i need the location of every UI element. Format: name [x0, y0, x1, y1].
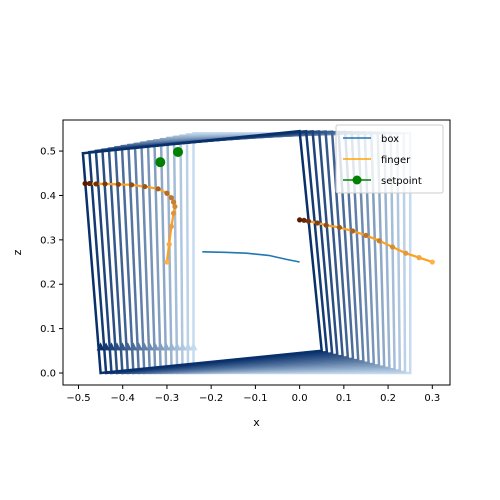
finger-point-2-8: [323, 222, 329, 228]
x-tick-label-7: 0.2: [380, 393, 396, 404]
y-tick-label-0: 0.0: [40, 369, 56, 380]
x-tick-label-0: −0.5: [66, 393, 90, 404]
finger-point-2-1: [416, 255, 422, 261]
box-frame-marker-6: [156, 342, 165, 351]
finger-line-1: [85, 182, 176, 263]
x-tick-label-4: −0.1: [243, 393, 267, 404]
finger-point-2-12: [297, 217, 303, 223]
y-tick-label-5: 0.5: [40, 147, 56, 158]
finger-point-2-11: [301, 217, 307, 223]
finger-point-2-4: [376, 238, 382, 244]
box-frame-marker-4: [167, 342, 176, 351]
finger-point-1-15: [82, 180, 88, 187]
box-frame-marker-13: [118, 342, 127, 351]
x-tick-label-5: 0.0: [292, 393, 308, 404]
box-frame-marker-5: [162, 342, 171, 351]
box-frame-marker-7: [151, 342, 160, 351]
finger-point-1-6: [168, 195, 174, 201]
x-axis: −0.5 −0.4 −0.3 −0.2 −0.1 0.0 0.1 0.2 0.3: [66, 385, 440, 404]
legend-box-label: box: [381, 134, 399, 145]
x-tick-label-8: 0.3: [424, 393, 440, 404]
legend-setpoint-marker: [352, 175, 362, 185]
finger-point-1-5: [170, 199, 177, 205]
finger-point-1-1: [166, 241, 172, 247]
finger-point-1-11: [115, 181, 121, 187]
finger-point-1-14: [86, 180, 93, 187]
box-frame-marker-2: [178, 342, 187, 351]
finger-point-1-0: [164, 259, 170, 265]
box-frame-marker-1: [184, 342, 193, 351]
box-frame-marker-16: [102, 342, 111, 351]
finger-point-2-6: [350, 228, 356, 234]
y-axis-label: z: [11, 249, 24, 255]
x-tick-label-2: −0.3: [155, 393, 179, 404]
finger-point-1-12: [102, 181, 108, 187]
box-frame-16: [88, 129, 329, 375]
finger-point-1-10: [128, 182, 135, 188]
box-frame-13: [107, 130, 344, 375]
box-frame-marker-3: [173, 342, 182, 351]
setpoint-point-0: [155, 157, 166, 168]
finger-point-1-4: [172, 203, 178, 210]
box-frame-15: [94, 130, 334, 375]
finger-point-1-3: [170, 210, 177, 216]
legend: box finger setpoint: [335, 124, 444, 194]
box-frame-17: [81, 129, 324, 375]
finger-point-2-5: [363, 232, 369, 239]
x-axis-label: x: [253, 416, 260, 429]
finger-point-1-7: [164, 190, 170, 196]
legend-frame: [335, 124, 444, 194]
y-tick-label-4: 0.4: [40, 191, 56, 202]
finger-point-1-8: [155, 186, 161, 192]
finger-point-2-9: [314, 220, 320, 226]
finger-point-1-13: [93, 181, 99, 187]
box-frame-marker-15: [107, 342, 116, 351]
box-frame-marker-10: [134, 342, 143, 351]
legend-finger-label: finger: [381, 155, 411, 166]
finger-point-2-10: [305, 218, 312, 224]
finger-point-2-2: [403, 250, 409, 256]
box-frame-marker-11: [129, 342, 138, 351]
x-tick-label-6: 0.1: [336, 393, 352, 404]
y-tick-label-2: 0.2: [40, 280, 56, 291]
plot-frame: [62, 119, 451, 386]
box-frame-14: [101, 130, 339, 375]
box-frame-12: [114, 130, 350, 375]
y-tick-label-1: 0.1: [40, 324, 56, 335]
y-tick-label-3: 0.3: [40, 235, 56, 246]
y-axis: 0.0 0.1 0.2 0.3 0.4 0.5: [40, 147, 63, 380]
finger-point-1-2: [168, 223, 174, 230]
box-frame-marker-12: [123, 342, 132, 351]
box-frame-marker-9: [140, 342, 149, 351]
box-frame-marker-17: [96, 342, 105, 351]
legend-setpoint-label: setpoint: [381, 176, 422, 187]
box-line: [202, 251, 300, 263]
box-frame-marker-0: [189, 342, 198, 351]
finger-point-2-7: [336, 224, 343, 231]
x-tick-label-3: −0.2: [199, 393, 223, 404]
x-tick-label-1: −0.4: [111, 393, 135, 404]
box-frame-marker-8: [145, 342, 154, 351]
box-frame-marker-14: [112, 342, 121, 351]
finger-point-2-0: [429, 259, 435, 265]
finger-point-2-3: [389, 244, 396, 250]
finger-point-1-9: [142, 183, 148, 190]
setpoint-point-1: [172, 146, 183, 157]
